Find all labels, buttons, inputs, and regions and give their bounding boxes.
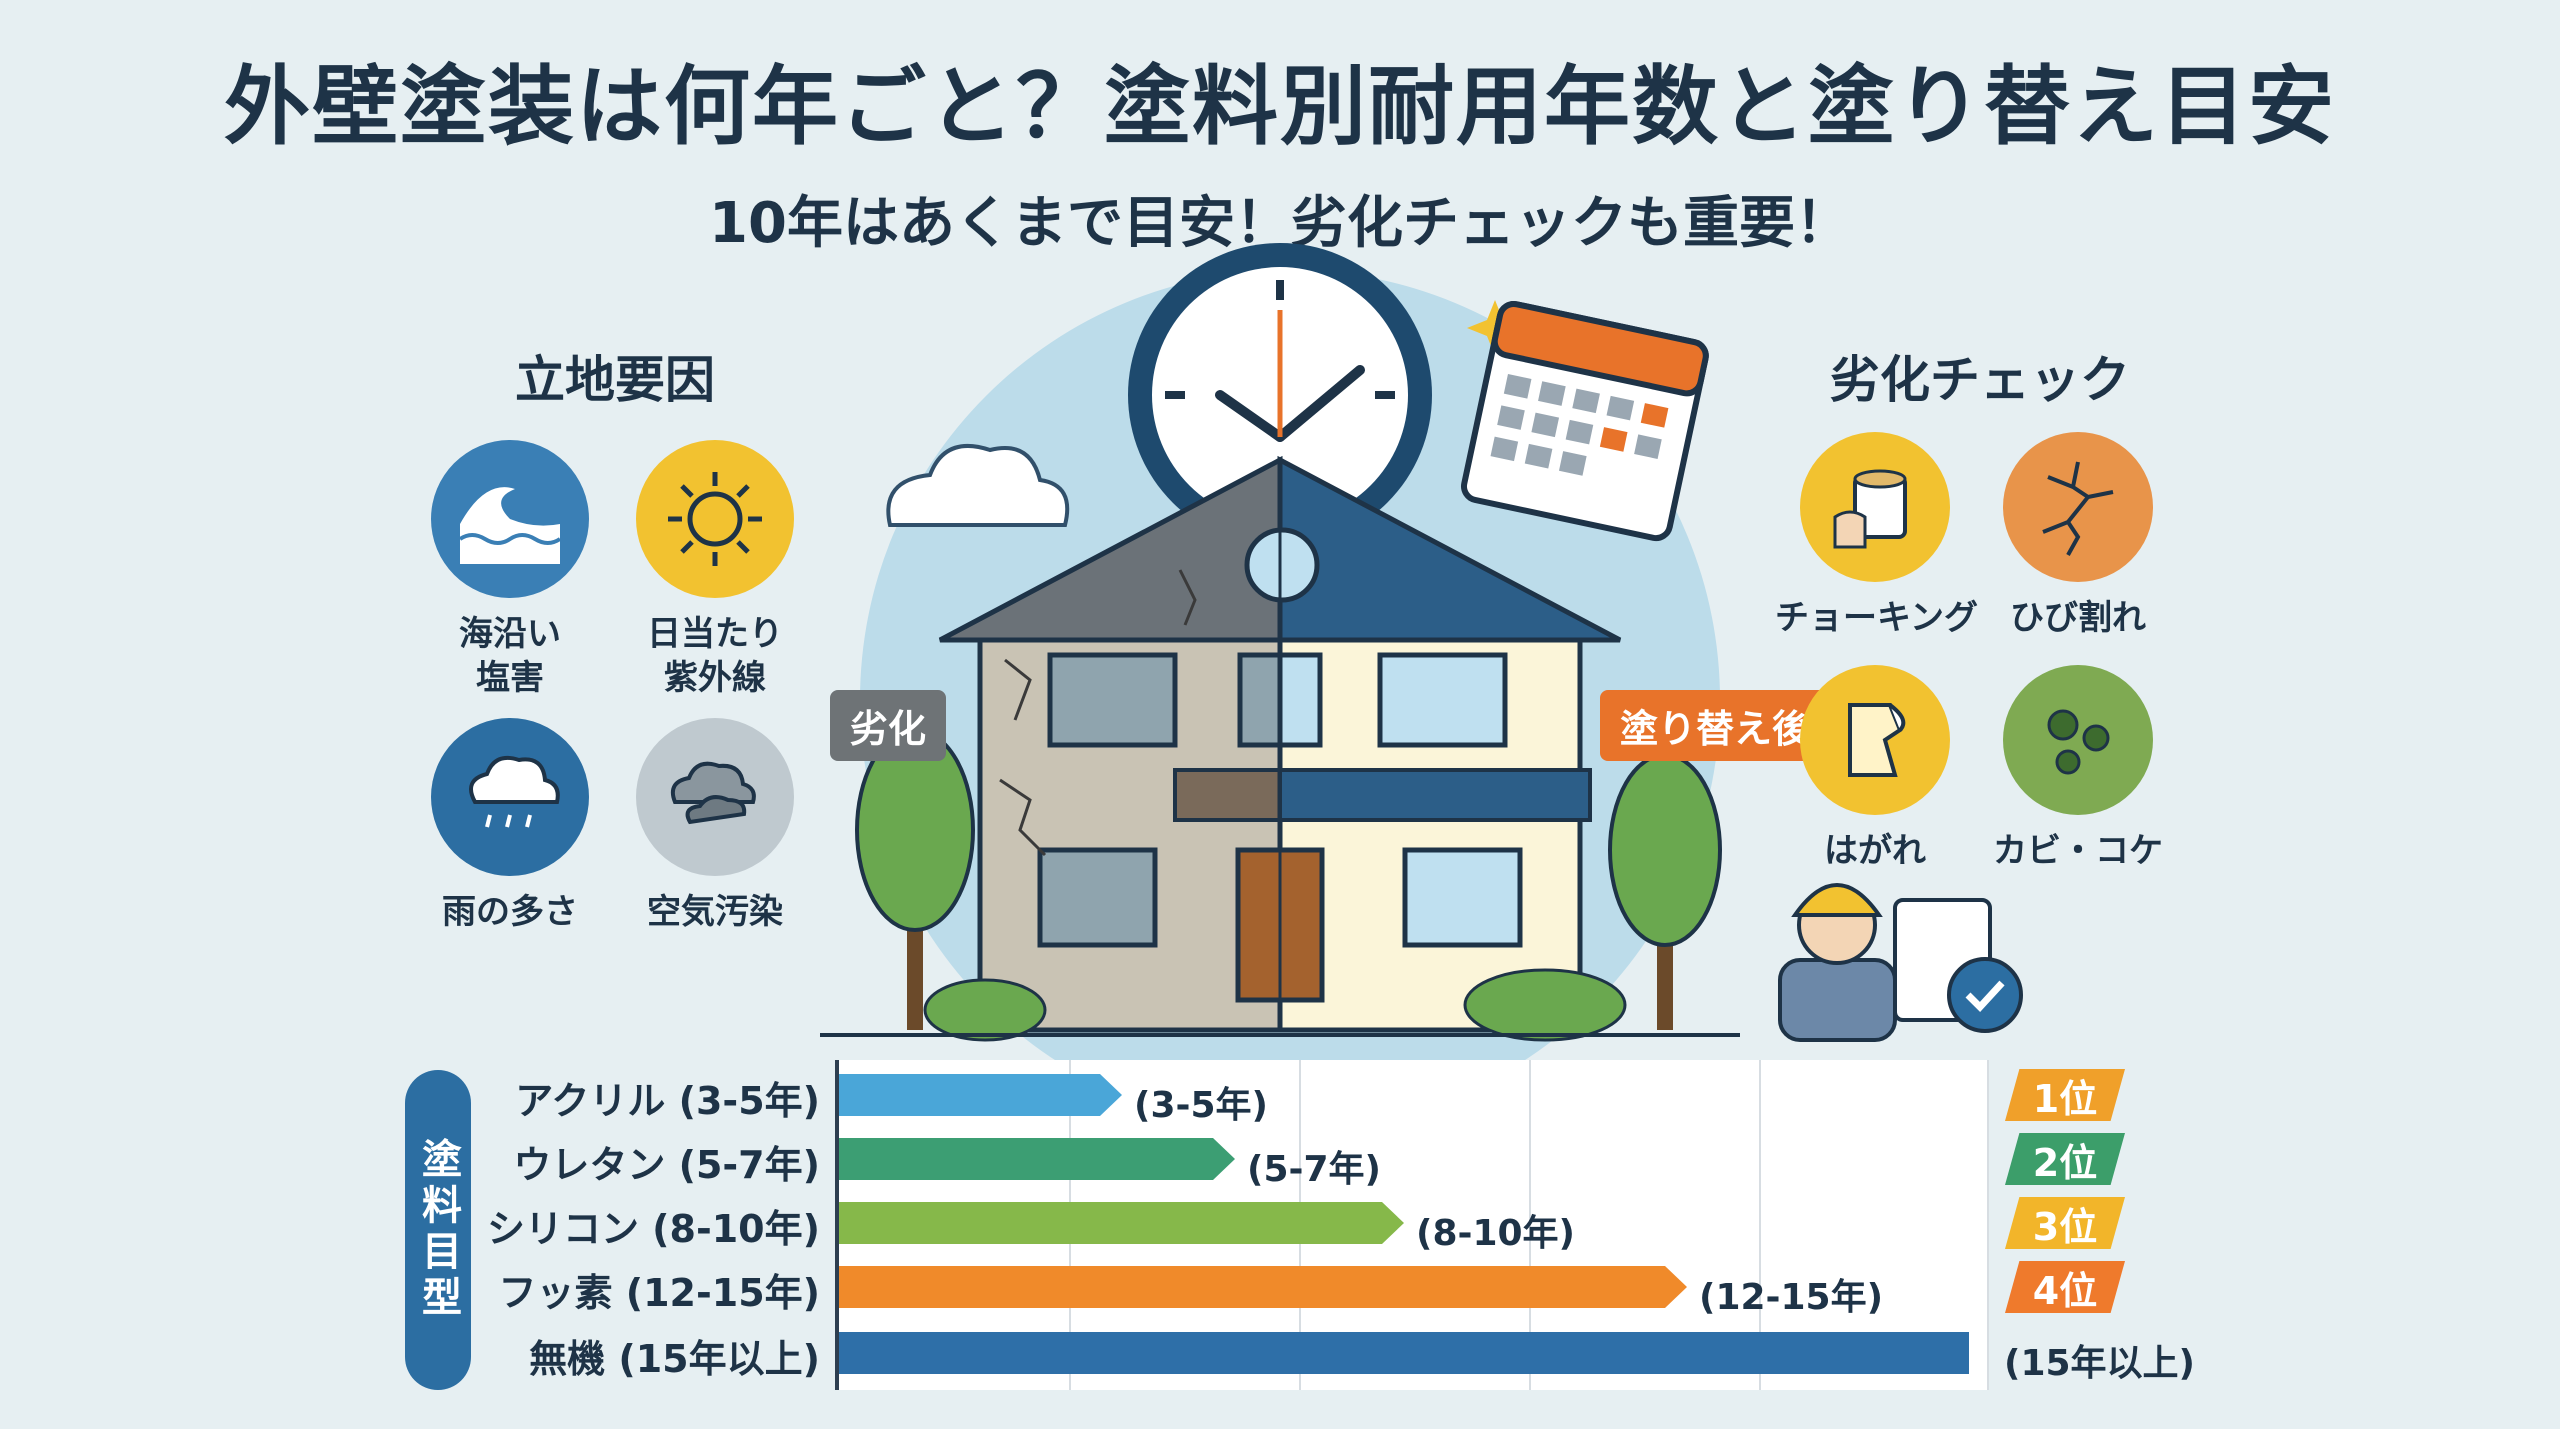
bar-value-label: (12-15年): [1699, 1277, 1884, 1318]
wave-icon: [458, 487, 562, 564]
bar-value-label: (15年以上): [2004, 1343, 2196, 1384]
mold-icon: [2047, 709, 2110, 775]
check-chalking: チョーキング: [1775, 432, 1978, 640]
cloud-icon: [886, 443, 1070, 527]
repainted-tag: 塗り替え後: [1600, 690, 1831, 761]
durability-chart: (3-5年) (5-7年) (8-10年) (12-15年) (15年以上): [835, 1060, 2195, 1390]
rain-cloud-icon: [469, 755, 560, 828]
factor-pollution: 空気汚染: [615, 718, 815, 934]
inspector-icon: [1778, 883, 2023, 1042]
deterioration-tag: 劣化: [830, 690, 947, 761]
factor-label: 雨の多さ: [442, 892, 578, 932]
grid-line: [1529, 1060, 1531, 1390]
paint-type-label: 塗料目型: [405, 1070, 471, 1390]
tree-icon-left: [855, 728, 975, 1030]
clock-icon: [1128, 243, 1432, 547]
factor-label: 日当たり: [647, 614, 783, 654]
bar: [839, 1202, 1382, 1244]
house-new-half: [1244, 455, 1622, 1033]
rank-badge: 3位: [2005, 1197, 2125, 1249]
category-label: ウレタン (5-7年): [513, 1143, 820, 1187]
chalking-icon: [1833, 469, 1907, 549]
house-old-half: [938, 455, 1283, 1033]
check-mold: カビ・コケ: [1978, 665, 2178, 873]
peeling-icon: [1848, 703, 1906, 777]
page-title: 外壁塗装は何年ごと？塗料別耐用年数と塗り替え目安: [224, 57, 2336, 157]
factor-sunlight: 日当たり 紫外線: [615, 440, 815, 700]
location-factors-heading: 立地要因: [515, 351, 715, 409]
factor-label: 紫外線: [664, 658, 766, 698]
rank-badge: 4位: [2005, 1261, 2125, 1313]
sun-icon: [668, 472, 762, 566]
category-label: アクリル (3-5年): [515, 1079, 820, 1123]
factor-label: 塩害: [476, 658, 544, 698]
grid-line: [1759, 1060, 1761, 1390]
check-label: カビ・コケ: [1993, 831, 2163, 871]
category-label: 無機 (15年以上): [529, 1337, 820, 1381]
bar-arrow-tip: [1665, 1266, 1687, 1308]
check-label: チョーキング: [1775, 598, 1978, 638]
category-label: シリコン (8-10年): [486, 1207, 820, 1251]
bar-arrow-tip: [1382, 1202, 1404, 1244]
grid-line: [1987, 1060, 1989, 1390]
rank-badge: 1位: [2005, 1069, 2125, 1121]
bar: [839, 1138, 1213, 1180]
category-label: フッ素 (12-15年): [498, 1271, 821, 1315]
bar: [839, 1332, 1969, 1374]
factor-label: 海沿い: [459, 614, 561, 654]
crack-icon: [2042, 461, 2114, 556]
check-label: ひび割れ: [2010, 598, 2146, 638]
factor-rain: 雨の多さ: [410, 718, 610, 934]
rank-badge: 2位: [2005, 1133, 2125, 1185]
bar: [839, 1266, 1665, 1308]
bar-arrow-tip: [1213, 1138, 1235, 1180]
bar-value-label: (5-7年): [1247, 1149, 1381, 1190]
factor-label: 空気汚染: [647, 892, 783, 932]
bar-value-label: (3-5年): [1134, 1085, 1268, 1126]
deterioration-heading: 劣化チェック: [1830, 351, 2130, 409]
bar-arrow-tip: [1100, 1074, 1122, 1116]
check-label: はがれ: [1824, 831, 1926, 871]
factor-seaside: 海沿い 塩害: [410, 440, 610, 700]
check-crack: ひび割れ: [1978, 432, 2178, 640]
bar: [839, 1074, 1100, 1116]
smog-cloud-icon: [670, 761, 756, 825]
calendar-icon: [1460, 300, 1709, 542]
tree-icon-right: [1608, 753, 1722, 1030]
check-peeling: はがれ: [1775, 665, 1975, 873]
bar-value-label: (8-10年): [1416, 1213, 1575, 1254]
